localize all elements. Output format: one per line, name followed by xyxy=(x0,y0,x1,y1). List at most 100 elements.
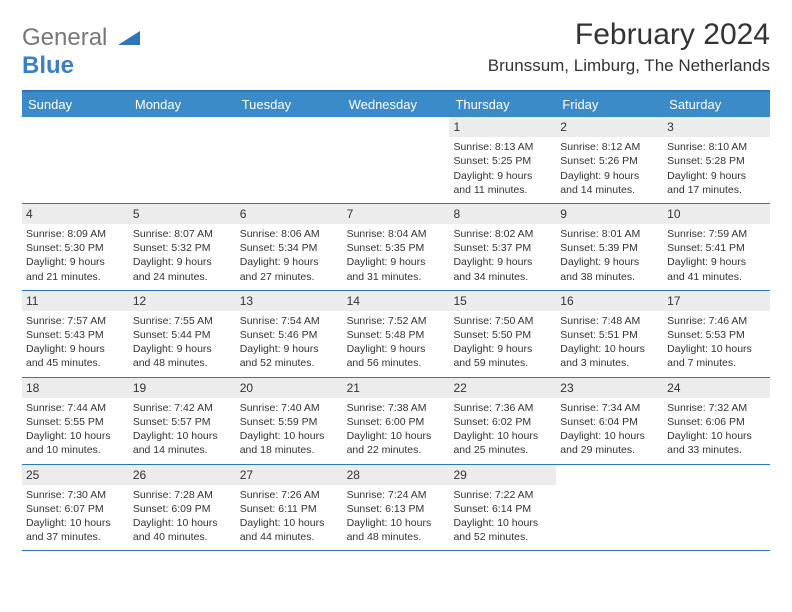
sunset-text: Sunset: 5:35 PM xyxy=(347,241,446,255)
day-cell: 6Sunrise: 8:06 AMSunset: 5:34 PMDaylight… xyxy=(236,204,343,290)
day-number: 14 xyxy=(343,291,450,311)
day-cell xyxy=(343,117,450,203)
daylight-text-2: and 33 minutes. xyxy=(667,443,766,457)
sunset-text: Sunset: 6:07 PM xyxy=(26,502,125,516)
sunrise-text: Sunrise: 7:40 AM xyxy=(240,401,339,415)
sunrise-text: Sunrise: 8:06 AM xyxy=(240,227,339,241)
daylight-text-1: Daylight: 9 hours xyxy=(347,342,446,356)
day-number: 21 xyxy=(343,378,450,398)
sunset-text: Sunset: 6:02 PM xyxy=(453,415,552,429)
day-cell xyxy=(22,117,129,203)
daylight-text-2: and 59 minutes. xyxy=(453,356,552,370)
daylight-text-1: Daylight: 9 hours xyxy=(133,255,232,269)
daylight-text-1: Daylight: 10 hours xyxy=(453,429,552,443)
sunset-text: Sunset: 5:30 PM xyxy=(26,241,125,255)
sunset-text: Sunset: 5:32 PM xyxy=(133,241,232,255)
day-number: 27 xyxy=(236,465,343,485)
logo-text-a: General xyxy=(22,24,107,51)
day-number: 18 xyxy=(22,378,129,398)
daylight-text-1: Daylight: 9 hours xyxy=(560,255,659,269)
sunrise-text: Sunrise: 7:50 AM xyxy=(453,314,552,328)
sunrise-text: Sunrise: 8:02 AM xyxy=(453,227,552,241)
sunset-text: Sunset: 6:13 PM xyxy=(347,502,446,516)
day-number: 8 xyxy=(449,204,556,224)
sunset-text: Sunset: 5:28 PM xyxy=(667,154,766,168)
day-cell: 13Sunrise: 7:54 AMSunset: 5:46 PMDayligh… xyxy=(236,291,343,377)
day-cell: 26Sunrise: 7:28 AMSunset: 6:09 PMDayligh… xyxy=(129,465,236,551)
day-number: 5 xyxy=(129,204,236,224)
sunrise-text: Sunrise: 7:46 AM xyxy=(667,314,766,328)
sunrise-text: Sunrise: 8:07 AM xyxy=(133,227,232,241)
day-cell: 2Sunrise: 8:12 AMSunset: 5:26 PMDaylight… xyxy=(556,117,663,203)
location-text: Brunssum, Limburg, The Netherlands xyxy=(488,56,770,76)
daylight-text-1: Daylight: 9 hours xyxy=(347,255,446,269)
logo-text: General Blue xyxy=(22,24,140,80)
daylight-text-2: and 7 minutes. xyxy=(667,356,766,370)
daylight-text-1: Daylight: 10 hours xyxy=(347,429,446,443)
sunset-text: Sunset: 5:39 PM xyxy=(560,241,659,255)
daylight-text-2: and 38 minutes. xyxy=(560,270,659,284)
week-row: 25Sunrise: 7:30 AMSunset: 6:07 PMDayligh… xyxy=(22,465,770,552)
day-cell: 4Sunrise: 8:09 AMSunset: 5:30 PMDaylight… xyxy=(22,204,129,290)
daylight-text-2: and 48 minutes. xyxy=(347,530,446,544)
day-number: 7 xyxy=(343,204,450,224)
day-number: 6 xyxy=(236,204,343,224)
day-cell: 23Sunrise: 7:34 AMSunset: 6:04 PMDayligh… xyxy=(556,378,663,464)
day-number: 1 xyxy=(449,117,556,137)
day-number: 13 xyxy=(236,291,343,311)
daylight-text-1: Daylight: 10 hours xyxy=(26,516,125,530)
daylight-text-2: and 17 minutes. xyxy=(667,183,766,197)
daylight-text-2: and 31 minutes. xyxy=(347,270,446,284)
day-cell: 3Sunrise: 8:10 AMSunset: 5:28 PMDaylight… xyxy=(663,117,770,203)
day-cell: 19Sunrise: 7:42 AMSunset: 5:57 PMDayligh… xyxy=(129,378,236,464)
day-number: 15 xyxy=(449,291,556,311)
daylight-text-1: Daylight: 9 hours xyxy=(240,342,339,356)
day-number: 3 xyxy=(663,117,770,137)
sunrise-text: Sunrise: 8:10 AM xyxy=(667,140,766,154)
daylight-text-1: Daylight: 9 hours xyxy=(453,342,552,356)
logo-triangle-icon xyxy=(118,29,140,45)
daylight-text-2: and 44 minutes. xyxy=(240,530,339,544)
day-header: Friday xyxy=(556,92,663,117)
title-block: February 2024 Brunssum, Limburg, The Net… xyxy=(488,18,770,76)
day-number: 25 xyxy=(22,465,129,485)
daylight-text-1: Daylight: 10 hours xyxy=(560,429,659,443)
sunset-text: Sunset: 5:51 PM xyxy=(560,328,659,342)
day-number: 24 xyxy=(663,378,770,398)
daylight-text-2: and 34 minutes. xyxy=(453,270,552,284)
day-cell: 29Sunrise: 7:22 AMSunset: 6:14 PMDayligh… xyxy=(449,465,556,551)
day-number: 12 xyxy=(129,291,236,311)
daylight-text-2: and 29 minutes. xyxy=(560,443,659,457)
daylight-text-2: and 37 minutes. xyxy=(26,530,125,544)
logo-text-b: Blue xyxy=(22,52,74,79)
daylight-text-2: and 45 minutes. xyxy=(26,356,125,370)
daylight-text-1: Daylight: 10 hours xyxy=(667,342,766,356)
day-cell: 9Sunrise: 8:01 AMSunset: 5:39 PMDaylight… xyxy=(556,204,663,290)
daylight-text-1: Daylight: 10 hours xyxy=(133,516,232,530)
day-number: 29 xyxy=(449,465,556,485)
day-cell: 5 Sunrise: 8:07 AMSunset: 5:32 PMDaylight… xyxy=(129,204,236,290)
sunset-text: Sunset: 5:57 PM xyxy=(133,415,232,429)
daylight-text-1: Daylight: 9 hours xyxy=(453,255,552,269)
day-cell: 24Sunrise: 7:32 AMSunset: 6:06 PMDayligh… xyxy=(663,378,770,464)
daylight-text-1: Daylight: 9 hours xyxy=(26,342,125,356)
week-row: 18Sunrise: 7:44 AMSunset: 5:55 PMDayligh… xyxy=(22,378,770,465)
day-cell: 12Sunrise: 7:55 AMSunset: 5:44 PMDayligh… xyxy=(129,291,236,377)
sunrise-text: Sunrise: 7:44 AM xyxy=(26,401,125,415)
day-cell: 7Sunrise: 8:04 AMSunset: 5:35 PMDaylight… xyxy=(343,204,450,290)
sunset-text: Sunset: 5:41 PM xyxy=(667,241,766,255)
daylight-text-2: and 10 minutes. xyxy=(26,443,125,457)
daylight-text-1: Daylight: 10 hours xyxy=(667,429,766,443)
sunrise-text: Sunrise: 7:30 AM xyxy=(26,488,125,502)
sunrise-text: Sunrise: 8:12 AM xyxy=(560,140,659,154)
daylight-text-1: Daylight: 10 hours xyxy=(133,429,232,443)
daylight-text-1: Daylight: 10 hours xyxy=(240,516,339,530)
day-number: 4 xyxy=(22,204,129,224)
daylight-text-1: Daylight: 10 hours xyxy=(347,516,446,530)
sunset-text: Sunset: 5:37 PM xyxy=(453,241,552,255)
sunrise-text: Sunrise: 7:22 AM xyxy=(453,488,552,502)
day-header: Sunday xyxy=(22,92,129,117)
sunrise-text: Sunrise: 8:13 AM xyxy=(453,140,552,154)
daylight-text-1: Daylight: 9 hours xyxy=(667,255,766,269)
sunrise-text: Sunrise: 7:26 AM xyxy=(240,488,339,502)
